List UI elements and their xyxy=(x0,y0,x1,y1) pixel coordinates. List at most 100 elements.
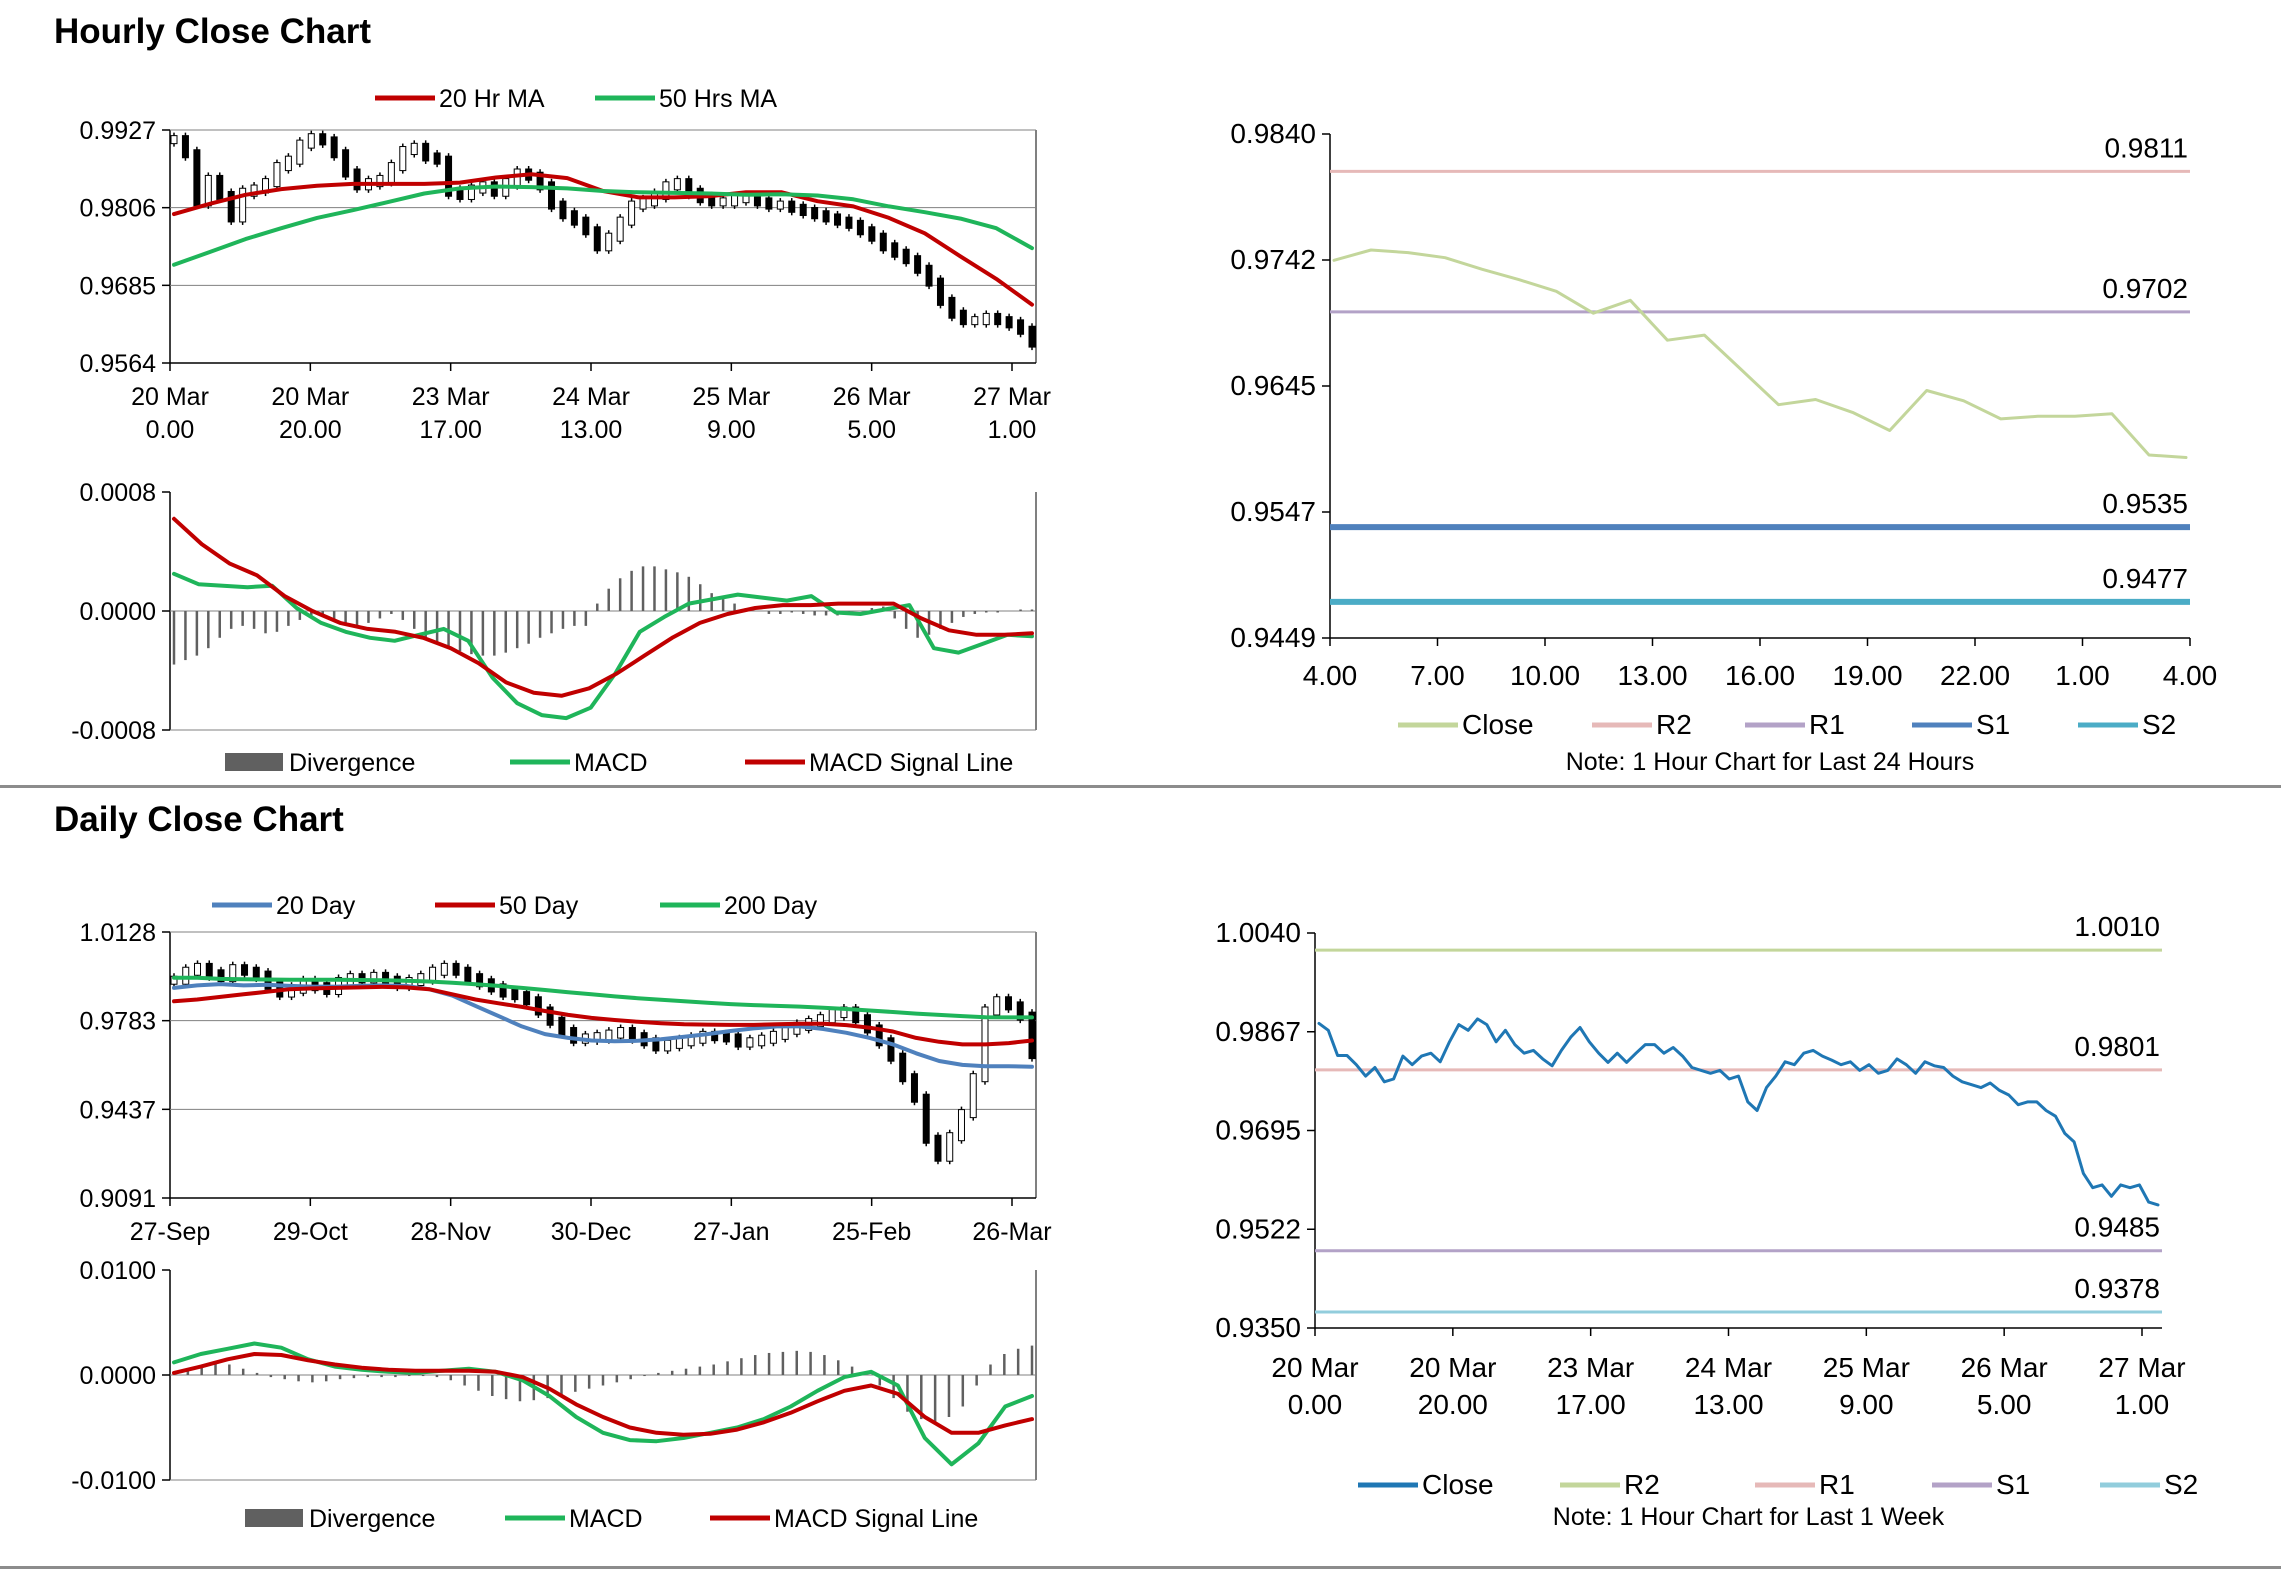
candle xyxy=(376,174,384,188)
x-tick-label: 24 Mar xyxy=(552,383,630,411)
candle xyxy=(769,1030,777,1044)
x-tick-label: 20.00 xyxy=(279,416,342,444)
candle xyxy=(758,1034,766,1047)
candle xyxy=(319,133,327,146)
candle xyxy=(422,142,430,162)
y-tick-label: -0.0100 xyxy=(71,1467,156,1495)
candle xyxy=(330,136,338,159)
legend-label-r1: R1 xyxy=(1809,709,1845,740)
hourly-24h-chart: 0.9840 0.9742 0.9645 0.9547 0.9449 4.00 7.00 10… xyxy=(1230,118,2217,776)
y-tick-label: 0.9695 xyxy=(1215,1115,1301,1146)
candle xyxy=(856,219,864,236)
candle xyxy=(891,242,899,258)
x-tick-label: 27 Mar xyxy=(2098,1352,2185,1383)
candle xyxy=(464,966,472,983)
x-tick-label: 26-Mar xyxy=(972,1218,1051,1246)
candle xyxy=(296,139,304,165)
candle xyxy=(699,1030,707,1044)
candle xyxy=(969,1073,977,1119)
x-tick-label: 1.00 xyxy=(988,416,1037,444)
y-tick-label: 0.9437 xyxy=(80,1096,156,1124)
candle xyxy=(241,964,249,976)
candle xyxy=(722,1032,730,1043)
candle xyxy=(194,962,202,976)
candle xyxy=(746,1037,754,1048)
candle xyxy=(511,988,519,1001)
y-tick-label: 0.9547 xyxy=(1230,496,1316,527)
candle xyxy=(342,149,350,178)
x-tick-label: 23 Mar xyxy=(1547,1352,1634,1383)
daily-section-title: Daily Close Chart xyxy=(54,800,344,839)
legend-label-macd-signal-line: MACD Signal Line xyxy=(809,749,1013,777)
legend-label-20-hr-ma: 20 Hr MA xyxy=(439,85,545,113)
x-tick-label: 17.00 xyxy=(1556,1389,1626,1420)
candle xyxy=(433,152,441,165)
x-tick-label: 27-Jan xyxy=(693,1218,769,1246)
series-line-close xyxy=(1317,1017,2160,1207)
series-line-50-day xyxy=(172,984,1034,1047)
candle xyxy=(799,203,807,217)
level-label-s2: 0.9477 xyxy=(2102,563,2188,594)
candle xyxy=(429,966,437,983)
legend-label-macd: MACD xyxy=(574,749,648,777)
x-tick-label: 28-Nov xyxy=(410,1218,491,1246)
legend-label-20-day: 20 Day xyxy=(276,892,356,920)
candle xyxy=(822,210,830,223)
candle xyxy=(410,142,418,156)
x-tick-label: 0.00 xyxy=(1288,1389,1343,1420)
candle xyxy=(490,181,498,197)
candle xyxy=(307,133,315,149)
level-label-r2: 1.0010 xyxy=(2074,911,2160,942)
x-tick-label: 20.00 xyxy=(1418,1389,1488,1420)
candle xyxy=(546,1006,554,1026)
candle xyxy=(284,155,292,172)
candle xyxy=(476,973,484,988)
y-tick-label: 0.0100 xyxy=(80,1257,156,1285)
legend-label-r2: R2 xyxy=(1656,709,1692,740)
legend-label-50-day: 50 Day xyxy=(499,892,579,920)
candle xyxy=(558,1016,566,1037)
candle xyxy=(879,232,887,252)
series-line-macd xyxy=(172,1341,1034,1467)
candle xyxy=(816,1014,824,1028)
x-tick-label: 20 Mar xyxy=(1271,1352,1358,1383)
candle xyxy=(662,181,670,200)
candle xyxy=(452,962,460,976)
candle xyxy=(548,181,556,210)
hourly-price-chart: 0.9927 0.9806 0.9685 0.9564 20 Mar 0.00 20 Mar… xyxy=(80,85,1051,444)
x-tick-label: 24 Mar xyxy=(1685,1352,1772,1383)
y-tick-label: 0.9091 xyxy=(80,1185,156,1213)
x-tick-label: 27 Mar xyxy=(973,383,1051,411)
candle xyxy=(788,200,796,213)
candle xyxy=(217,969,225,983)
y-tick-label: -0.0008 xyxy=(71,717,156,745)
candle xyxy=(605,232,613,252)
level-label-r1: 0.9801 xyxy=(2074,1031,2160,1062)
candle xyxy=(834,213,842,226)
x-tick-label: 25-Feb xyxy=(832,1218,911,1246)
x-tick-label: 1.00 xyxy=(2055,660,2110,691)
y-tick-label: 0.9783 xyxy=(80,1008,156,1036)
candle xyxy=(353,168,361,191)
candle xyxy=(570,210,578,226)
candle xyxy=(227,190,235,223)
series-line-close xyxy=(1332,248,2188,459)
legend-label-macd: MACD xyxy=(569,1505,643,1533)
x-tick-label: 19.00 xyxy=(1832,660,1902,691)
candle xyxy=(1028,1011,1036,1060)
candle xyxy=(170,135,178,145)
candle xyxy=(910,1073,918,1103)
candle xyxy=(559,200,567,220)
candle xyxy=(868,226,876,242)
candle xyxy=(593,226,601,252)
candle xyxy=(617,1027,625,1039)
chart-note: Note: 1 Hour Chart for Last 1 Week xyxy=(1553,1503,1945,1531)
hourly-macd-chart: 0.0008 0.0000 -0.0008 Divergence MACD MACD Si… xyxy=(71,479,1037,777)
candle xyxy=(216,174,224,200)
candle xyxy=(664,1039,672,1052)
legend-label-r1: R1 xyxy=(1819,1469,1855,1500)
x-tick-label: 13.00 xyxy=(560,416,623,444)
candle xyxy=(273,162,281,188)
candle xyxy=(776,200,784,210)
candle xyxy=(250,184,258,197)
